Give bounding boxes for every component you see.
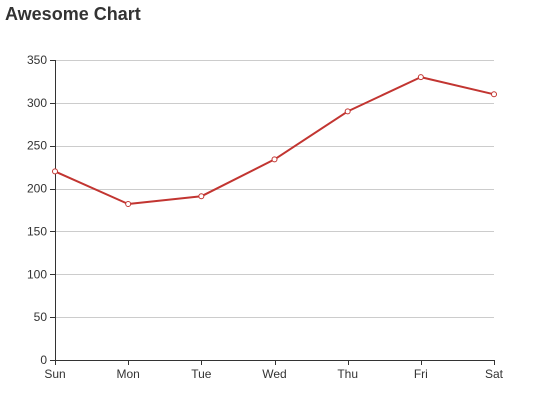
data-point: [52, 168, 58, 175]
x-tick-label: Tue: [191, 367, 212, 381]
series-layer: [52, 74, 497, 207]
y-tick-label: 150: [27, 224, 47, 238]
y-tick-label: 300: [27, 96, 47, 110]
x-tick-label: Sat: [485, 367, 504, 381]
data-point: [271, 156, 278, 163]
chart-title: Awesome Chart: [5, 4, 141, 24]
y-tick-label: 350: [27, 53, 47, 67]
data-point: [417, 74, 424, 81]
y-tick-label: 100: [27, 267, 47, 281]
x-tick-label: Thu: [337, 367, 358, 381]
x-tick-label: Sun: [44, 367, 65, 381]
y-tick-label: 0: [40, 353, 47, 367]
x-tick-label: Fri: [414, 367, 428, 381]
y-tick-label: 250: [27, 139, 47, 153]
tick-labels: 0 50 100 150 200 250 300 350 Sun Mon Tue Wed Thu Fri S…: [27, 53, 504, 381]
grid-lines: [55, 60, 494, 318]
data-point: [198, 193, 205, 200]
data-point: [491, 91, 497, 98]
y-tick-label: 50: [34, 310, 48, 324]
x-tick-label: Mon: [116, 367, 139, 381]
y-tick-label: 200: [27, 182, 47, 196]
data-point: [344, 108, 351, 115]
data-point: [125, 201, 132, 207]
x-tick-label: Wed: [262, 367, 286, 381]
axes: [50, 60, 495, 365]
series-line: [54, 76, 495, 205]
